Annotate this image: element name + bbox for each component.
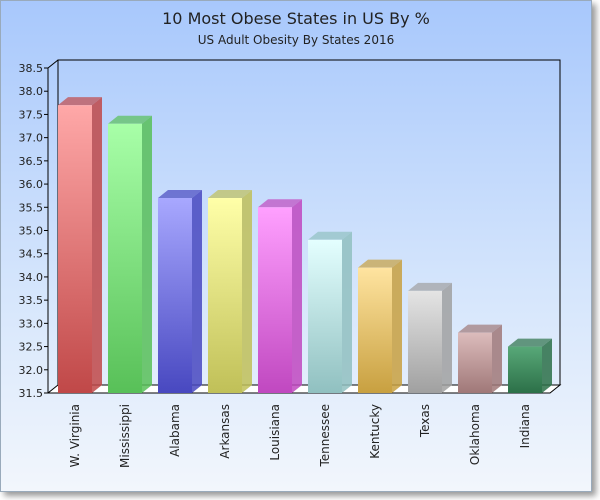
bar-side <box>142 115 152 393</box>
bar-top <box>308 231 352 240</box>
x-tick-label: Indiana <box>518 404 532 448</box>
y-tick-label: 33.0 <box>19 317 44 330</box>
bar-alabama <box>158 190 202 393</box>
bar-front <box>108 123 142 393</box>
bar-front <box>458 332 492 393</box>
bar-top <box>508 338 552 347</box>
y-tick-label: 37.0 <box>19 132 44 145</box>
x-tick-label: Mississippi <box>118 404 132 468</box>
x-tick-label: Oklahoma <box>468 404 482 465</box>
bar-top <box>158 190 202 198</box>
bar-kentucky <box>358 259 402 393</box>
bar-side <box>192 190 202 393</box>
x-tick-label: Arkansas <box>218 404 232 459</box>
bar-top <box>458 324 502 333</box>
bar-front <box>58 105 92 394</box>
x-tick-label: Alabama <box>168 404 182 457</box>
y-tick-label: 31.5 <box>19 387 44 400</box>
bar-front <box>258 207 292 393</box>
y-tick-label: 32.5 <box>19 341 44 354</box>
bar-arkansas <box>208 190 252 393</box>
bar-front <box>508 346 542 393</box>
bar-front <box>308 239 342 393</box>
x-tick-label: Tennessee <box>318 404 332 468</box>
bar-front <box>408 290 442 393</box>
y-tick-label: 32.0 <box>19 364 44 377</box>
bar-side <box>92 97 102 394</box>
bar-top <box>58 97 102 106</box>
bar-top <box>108 115 152 124</box>
bar-top <box>358 259 402 268</box>
bar-top <box>408 282 452 291</box>
bar-front <box>358 267 392 393</box>
bar-indiana <box>508 338 552 393</box>
bar-front <box>208 198 242 393</box>
bar-side <box>442 282 452 393</box>
y-tick-label: 35.5 <box>19 201 44 214</box>
bar-side <box>392 259 402 393</box>
bar-front <box>158 198 192 393</box>
x-tick-label: Texas <box>418 404 432 438</box>
bar-tennessee <box>308 231 352 393</box>
bar-w-virginia <box>58 97 102 394</box>
bar-texas <box>408 282 452 393</box>
bar-mississippi <box>108 115 152 393</box>
y-tick-label: 38.0 <box>19 85 44 98</box>
y-tick-label: 35.0 <box>19 225 44 238</box>
y-tick-label: 34.5 <box>19 248 44 261</box>
chart-title: 10 Most Obese States in US By % <box>162 9 430 28</box>
bar-louisiana <box>258 199 302 393</box>
y-tick-label: 36.0 <box>19 178 44 191</box>
bar-oklahoma <box>458 324 502 393</box>
bar-side <box>242 190 252 393</box>
chart-subtitle: US Adult Obesity By States 2016 <box>197 33 395 47</box>
bar-side <box>492 324 502 393</box>
bar-top <box>258 199 302 208</box>
x-tick-label: Kentucky <box>368 404 382 459</box>
x-tick-label: Louisiana <box>268 404 282 461</box>
bar-side <box>542 338 552 393</box>
bar-side <box>342 231 352 393</box>
x-tick-label: W. Virginia <box>68 404 82 467</box>
bar-top <box>208 190 252 198</box>
y-tick-label: 38.5 <box>19 62 44 75</box>
y-tick-label: 37.5 <box>19 108 44 121</box>
bar-side <box>292 199 302 393</box>
y-tick-label: 34.0 <box>19 271 44 284</box>
y-tick-label: 33.5 <box>19 294 44 307</box>
y-tick-label: 36.5 <box>19 155 44 168</box>
